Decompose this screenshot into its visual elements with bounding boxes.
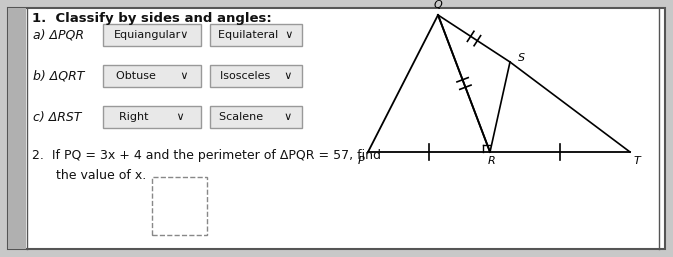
Bar bbox=[103, 65, 201, 87]
Bar bbox=[103, 106, 201, 128]
Text: S: S bbox=[518, 53, 525, 63]
Bar bbox=[210, 65, 302, 87]
Text: T: T bbox=[634, 156, 641, 166]
Text: Right        ∨: Right ∨ bbox=[119, 112, 185, 122]
Text: Equiangular∨: Equiangular∨ bbox=[114, 30, 190, 40]
Bar bbox=[8, 8, 26, 249]
Text: c) ΔRST: c) ΔRST bbox=[33, 111, 81, 124]
Bar bbox=[152, 177, 207, 235]
Text: Scalene      ∨: Scalene ∨ bbox=[219, 112, 293, 122]
Text: the value of x.: the value of x. bbox=[32, 169, 146, 182]
Text: b) ΔQRT: b) ΔQRT bbox=[33, 69, 84, 82]
Bar bbox=[210, 106, 302, 128]
Text: Equilateral  ∨: Equilateral ∨ bbox=[218, 30, 293, 40]
Text: Q: Q bbox=[433, 0, 442, 10]
Text: P: P bbox=[357, 156, 364, 166]
Bar bbox=[210, 24, 302, 46]
Text: Isosceles    ∨: Isosceles ∨ bbox=[220, 71, 292, 81]
Text: Obtuse       ∨: Obtuse ∨ bbox=[116, 71, 188, 81]
Text: 1.  Classify by sides and angles:: 1. Classify by sides and angles: bbox=[32, 12, 272, 25]
Bar bbox=[103, 24, 201, 46]
Text: a) ΔPQR: a) ΔPQR bbox=[33, 29, 84, 41]
Text: 2.  If PQ = 3x + 4 and the perimeter of ΔPQR = 57, find: 2. If PQ = 3x + 4 and the perimeter of Δ… bbox=[32, 149, 381, 162]
Text: R: R bbox=[488, 156, 496, 166]
